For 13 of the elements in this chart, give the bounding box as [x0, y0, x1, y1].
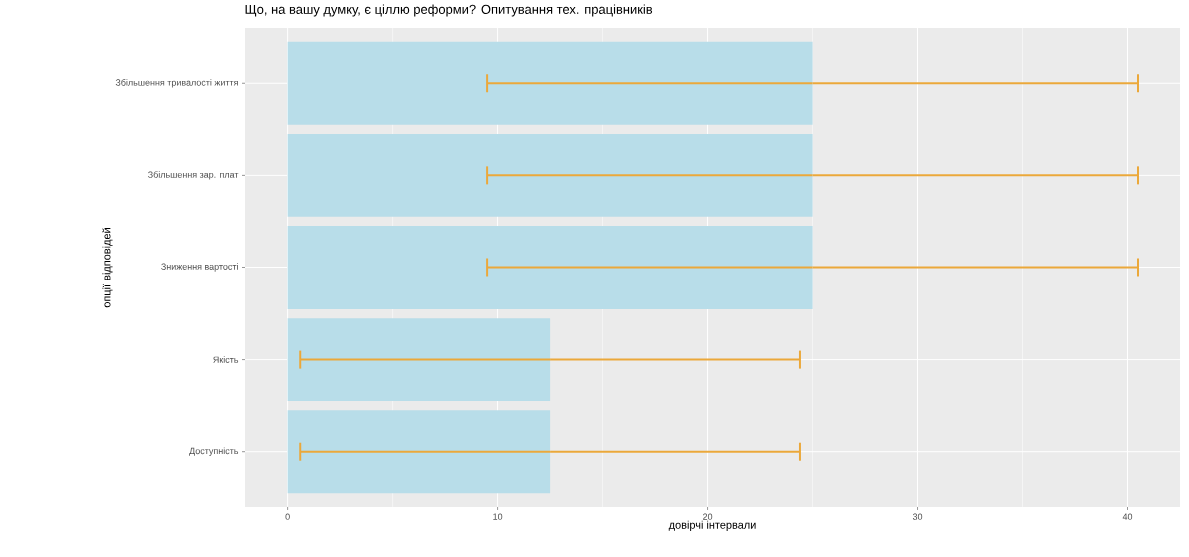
x-tick-label: 0 [285, 513, 290, 520]
y-tick-label: Якість [213, 356, 239, 363]
x-tick-label: 10 [493, 513, 503, 520]
y-tick-label: Збільшення тривалості життя [115, 79, 238, 88]
x-tick-label: 30 [912, 513, 923, 520]
x-axis-title: довірчі інтервали [668, 520, 756, 531]
x-tick-label: 20 [703, 513, 713, 520]
y-axis-title: опції відповідей [102, 228, 113, 308]
x-tick-label: 40 [1122, 513, 1133, 520]
y-tick-label: Доступність [189, 447, 239, 456]
chart-title: Що, на вашу думку, є ціллю реформи? Опитування тех. працівників [245, 4, 653, 17]
y-tick-label: Зниження вартості [161, 263, 238, 272]
y-tick-label: Збільшення зар. плат [148, 171, 239, 180]
